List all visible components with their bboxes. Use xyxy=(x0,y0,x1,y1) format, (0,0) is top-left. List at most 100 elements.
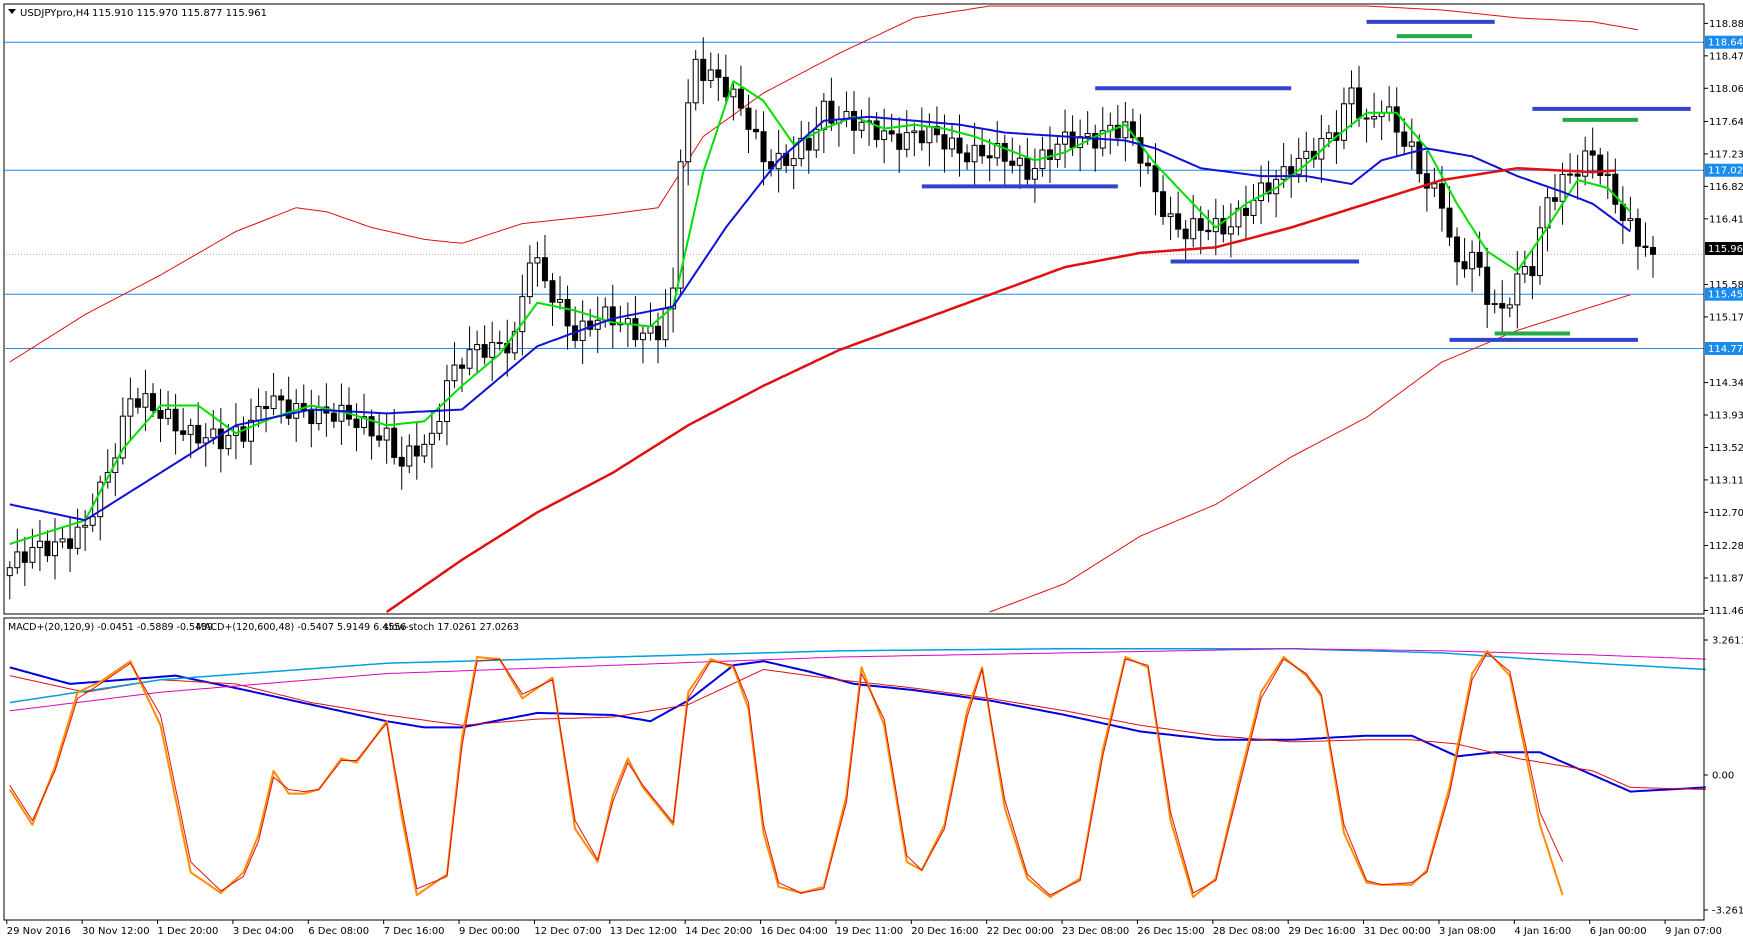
candle-body xyxy=(59,538,66,543)
candle-body xyxy=(97,481,104,518)
candle-body xyxy=(383,427,390,441)
price-axis[interactable]: 118.880 118.470 118.060 117.640 117.230 116.8… xyxy=(1704,19,1743,617)
candle-body xyxy=(1521,266,1528,275)
candle-body xyxy=(187,424,194,435)
candle-body xyxy=(29,546,36,563)
candle-body xyxy=(700,58,707,81)
candle-body xyxy=(1348,87,1355,105)
time-tick-label: 9 Jan 07:00 xyxy=(1665,926,1722,937)
candle-body xyxy=(1258,182,1265,201)
candle-body xyxy=(813,128,820,151)
price-tick-label: 112.700 xyxy=(1709,508,1743,519)
candle-body xyxy=(1303,150,1310,159)
price-tick-label: 116.410 xyxy=(1709,214,1743,225)
candle-body xyxy=(828,100,835,124)
time-tick-label: 20 Dec 16:00 xyxy=(911,926,978,937)
macd-slow-line xyxy=(9,647,1706,704)
candle-body xyxy=(1144,162,1151,167)
candle-body xyxy=(632,318,639,341)
candle-body xyxy=(142,393,149,408)
candle-body xyxy=(1152,165,1159,193)
candle-body xyxy=(1084,132,1091,138)
candle-body xyxy=(1167,213,1174,217)
candle-body xyxy=(1122,121,1129,139)
candle-body xyxy=(89,516,96,526)
candle-body xyxy=(6,567,13,577)
candle-body xyxy=(1642,245,1649,248)
candle-body xyxy=(1552,197,1559,202)
stoch-d-line xyxy=(9,652,1564,896)
candle-body xyxy=(489,342,496,358)
candle-body xyxy=(549,280,556,303)
candle-body xyxy=(692,58,699,104)
candle-body xyxy=(948,137,955,150)
candle-body xyxy=(1001,142,1008,162)
candle-body xyxy=(602,306,609,321)
time-tick-label: 23 Dec 08:00 xyxy=(1062,926,1129,937)
candle-body xyxy=(1416,141,1423,175)
candle-body xyxy=(790,158,797,166)
candle-body xyxy=(398,456,405,467)
candle-body xyxy=(888,130,895,135)
candle-body xyxy=(180,430,187,435)
candle-body xyxy=(881,130,888,141)
candle-body xyxy=(1280,166,1287,180)
candle-body xyxy=(986,155,993,159)
stoch-label: slow-stoch 17.0261 27.0263 xyxy=(384,622,519,633)
envelope-upper-line xyxy=(9,5,1638,363)
level-tag xyxy=(1705,287,1743,301)
candle-body xyxy=(745,107,752,130)
candle-body xyxy=(1069,131,1076,149)
time-tick-label: 22 Dec 00:00 xyxy=(987,926,1054,937)
level-label: 115.457 xyxy=(1708,290,1743,301)
candle-body xyxy=(1220,218,1227,235)
oscillator-axis[interactable]: 3.2611 0.00 -3.2611 xyxy=(1703,618,1743,920)
candle-body xyxy=(933,126,940,136)
candle-body xyxy=(1046,149,1053,160)
candle-body xyxy=(1197,218,1204,231)
candle-body xyxy=(1031,168,1038,180)
candle-body xyxy=(1250,199,1257,216)
candle-body xyxy=(655,325,662,341)
time-axis[interactable]: 29 Nov 2016 30 Nov 12:00 1 Dec 20:00 3 Dec … xyxy=(6,920,1722,937)
triangle-down-icon[interactable] xyxy=(8,9,16,14)
price-tick-label: 117.640 xyxy=(1709,117,1743,128)
candle-body xyxy=(44,540,51,557)
envelope-lower-line xyxy=(989,294,1631,613)
ema-mid-line xyxy=(9,115,1631,522)
price-tick-label: 116.820 xyxy=(1709,182,1743,193)
candle-body xyxy=(858,121,865,131)
candle-body xyxy=(14,551,21,569)
price-tick-label: 113.930 xyxy=(1709,411,1743,422)
candle-body xyxy=(1559,173,1566,202)
price-tick-label: 111.870 xyxy=(1709,573,1743,584)
candle-body xyxy=(979,144,986,157)
price-tick-label: 112.280 xyxy=(1709,541,1743,552)
candle-body xyxy=(1408,141,1415,147)
candle-body xyxy=(74,526,81,549)
candle-body xyxy=(715,69,722,78)
time-tick-label: 29 Dec 16:00 xyxy=(1288,926,1355,937)
candle-body xyxy=(1499,303,1506,309)
price-tick-label: 113.520 xyxy=(1709,443,1743,454)
oscillator-panel[interactable] xyxy=(3,617,1705,921)
price-tick-label: 113.110 xyxy=(1709,475,1743,486)
candle-body xyxy=(1529,266,1536,277)
candle-body xyxy=(172,408,179,432)
candle-body xyxy=(971,144,978,163)
candle-body xyxy=(1469,251,1476,270)
candle-body xyxy=(255,406,262,421)
moving-average-lines xyxy=(9,80,1632,614)
candle-body xyxy=(541,257,548,282)
candle-body xyxy=(82,524,89,528)
price-tick-label: 114.340 xyxy=(1709,378,1743,389)
candle-body xyxy=(1476,251,1483,268)
candle-body xyxy=(1363,117,1370,120)
candle-body xyxy=(798,137,805,160)
time-tick-label: 13 Dec 12:00 xyxy=(610,926,677,937)
level-label: 118.642 xyxy=(1708,38,1743,49)
candle-body xyxy=(956,137,963,154)
oscillator-tick-label: 3.2611 xyxy=(1712,636,1743,647)
time-tick-label: 7 Dec 16:00 xyxy=(384,926,445,937)
ma-slow-line xyxy=(385,166,1616,614)
